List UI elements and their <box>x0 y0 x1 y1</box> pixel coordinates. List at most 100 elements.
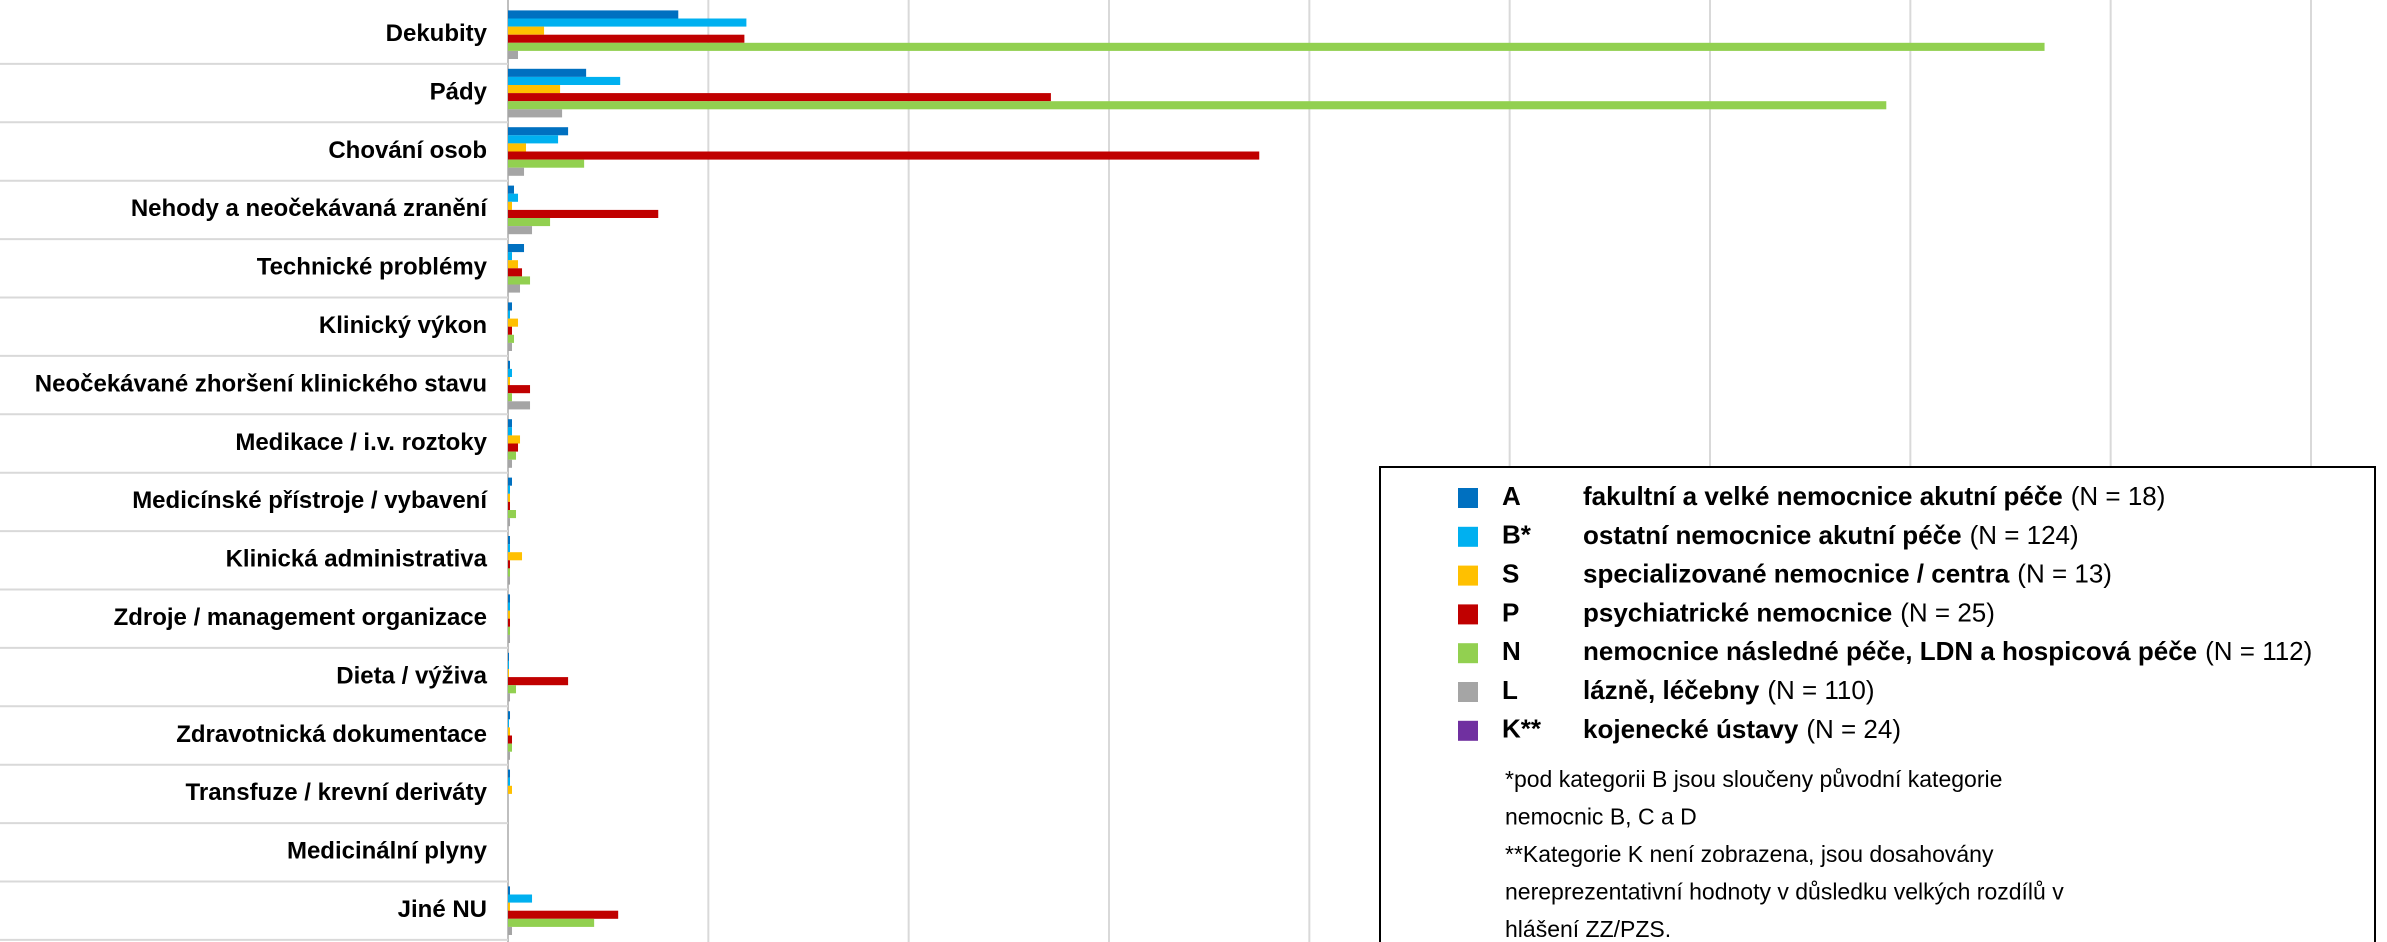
legend-description: psychiatrické nemocnice <box>1583 597 1892 627</box>
legend-note: **Kategorie K není zobrazena, jsou dosah… <box>1505 841 1994 867</box>
category-label: Medicinální plyny <box>287 838 488 865</box>
bar <box>508 34 745 43</box>
legend-label: psychiatrické nemocnice (N = 25) <box>1583 597 1995 627</box>
legend-code: P <box>1502 597 1519 627</box>
bar <box>508 244 525 253</box>
bar <box>508 127 569 136</box>
legend-code: S <box>1502 558 1519 588</box>
category-label: Zdravotnická dokumentace <box>176 721 487 748</box>
bar <box>508 443 519 452</box>
bar <box>508 576 511 585</box>
bar <box>508 660 510 669</box>
bar <box>508 18 747 27</box>
bar <box>508 435 521 444</box>
legend-code: A <box>1502 481 1521 511</box>
legend-description: lázně, léčebny <box>1583 675 1760 705</box>
category-label: Medikace / i.v. roztoky <box>235 429 487 456</box>
bar <box>508 910 619 919</box>
bar <box>508 459 513 468</box>
category-label: Klinický výkon <box>319 312 487 339</box>
legend-count: (N = 110) <box>1767 675 1874 705</box>
category-label: Jiné NU <box>398 896 487 923</box>
bar <box>508 743 513 752</box>
bar <box>508 401 531 410</box>
bar <box>508 485 511 494</box>
legend-box <box>1379 466 2376 942</box>
bar <box>508 167 525 176</box>
bar <box>508 560 511 569</box>
bar <box>508 451 517 460</box>
bar <box>508 42 2045 51</box>
legend-code: L <box>1502 675 1518 705</box>
legend-label: nemocnice následné péče, LDN a hospicová… <box>1583 636 2312 666</box>
legend-description: kojenecké ústavy <box>1583 714 1799 744</box>
bar <box>508 926 513 935</box>
bar <box>508 302 513 311</box>
legend-label: ostatní nemocnice akutní péče (N = 124) <box>1583 520 2079 550</box>
bar <box>508 109 563 118</box>
bar <box>508 427 513 436</box>
bar <box>508 93 1051 102</box>
category-label: Technické problémy <box>257 254 488 281</box>
legend-description: ostatní nemocnice akutní péče <box>1583 520 1962 550</box>
bar <box>508 360 511 369</box>
legend-description: fakultní a velké nemocnice akutní péče <box>1583 481 2063 511</box>
bar <box>508 610 511 619</box>
legend-description: specializované nemocnice / centra <box>1583 558 2010 588</box>
bar <box>508 226 533 235</box>
bar <box>508 284 521 293</box>
bar <box>508 68 587 77</box>
legend-count: (N = 24) <box>1806 714 1901 744</box>
bar <box>508 393 513 402</box>
bar <box>508 568 511 577</box>
legend-swatch <box>1458 604 1478 625</box>
bar <box>508 727 511 736</box>
legend-note: nemocnic B, C a D <box>1505 804 1697 830</box>
bar <box>508 334 515 343</box>
bar <box>508 501 511 510</box>
bar <box>508 886 511 895</box>
bar <box>508 193 519 202</box>
bar <box>508 159 585 168</box>
bar <box>508 769 511 778</box>
bar <box>508 318 519 327</box>
bar <box>508 735 513 744</box>
legend-swatch <box>1458 720 1478 741</box>
bar <box>508 419 513 428</box>
bar <box>508 326 513 335</box>
bar <box>508 26 545 35</box>
bar <box>508 310 511 319</box>
bar <box>508 602 511 611</box>
bar <box>508 677 569 686</box>
legend-swatch <box>1458 526 1478 547</box>
bar <box>508 626 511 635</box>
category-label: Chování osob <box>328 137 487 164</box>
bar <box>508 201 513 210</box>
bar <box>508 594 511 603</box>
bar <box>508 218 551 227</box>
bar <box>508 711 511 720</box>
category-label: Dekubity <box>386 20 488 47</box>
bar <box>508 101 1887 110</box>
bar <box>508 493 511 502</box>
bar <box>508 260 519 269</box>
bar <box>508 268 523 277</box>
bar <box>508 652 510 661</box>
legend-swatch <box>1458 643 1478 664</box>
bar <box>508 552 523 561</box>
bar <box>508 377 511 386</box>
legend-label: lázně, léčebny (N = 110) <box>1583 675 1875 705</box>
bar <box>508 135 559 144</box>
bar <box>508 342 513 351</box>
bar <box>508 477 513 486</box>
bar <box>508 536 511 545</box>
legend-count: (N = 18) <box>2071 481 2166 511</box>
legend-swatch <box>1458 488 1478 508</box>
legend-description: nemocnice následné péče, LDN a hospicová… <box>1583 636 2197 666</box>
bar <box>508 894 533 903</box>
bar <box>508 252 513 261</box>
category-label: Nehody a neočekávaná zranění <box>131 195 488 222</box>
bar <box>508 544 511 553</box>
bar <box>508 918 595 927</box>
